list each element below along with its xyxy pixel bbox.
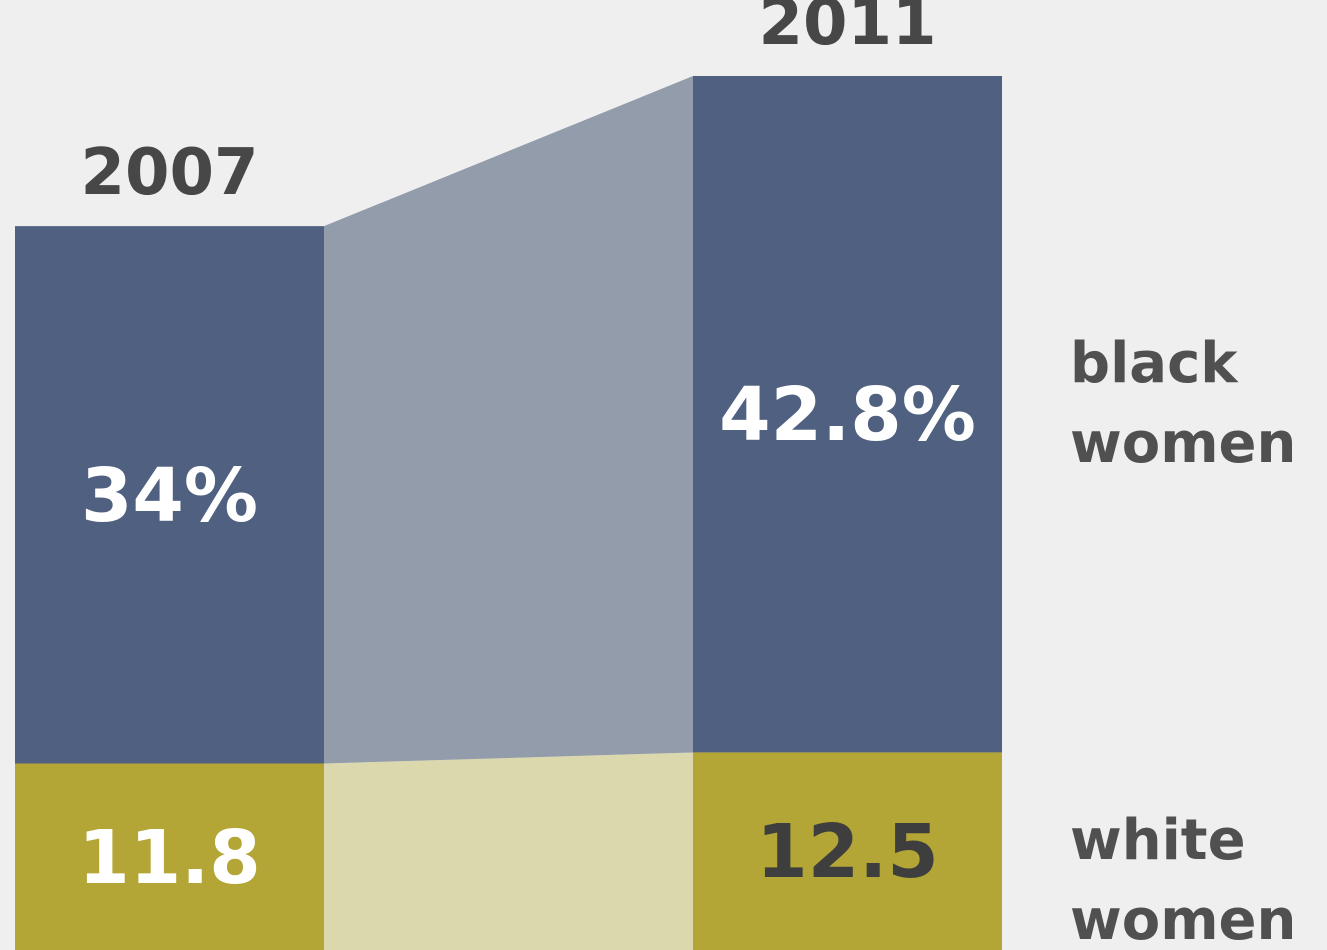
bar-black-women-2011 <box>693 76 1002 753</box>
bar-connectors <box>324 76 693 950</box>
bar-black-women-2007 <box>15 226 324 764</box>
legend-black-women-line-1: black <box>1070 331 1239 396</box>
connector-black-women <box>324 76 693 764</box>
bar-white-women-2011 <box>693 752 1002 950</box>
value-label-white-women-2007: 11.8 <box>78 815 261 901</box>
connector-white-women <box>324 752 693 950</box>
legend-white-women-line-1: white <box>1070 808 1246 873</box>
year-label-2007: 2007 <box>80 136 258 210</box>
value-label-white-women-2011: 12.5 <box>756 809 939 895</box>
legend: black women white women <box>1070 331 1296 950</box>
year-labels: 2007 2011 <box>80 0 936 210</box>
value-label-black-women-2011: 42.8% <box>719 372 976 458</box>
legend-white-women-line-2: women <box>1070 888 1296 950</box>
value-label-black-women-2007: 34% <box>81 453 258 539</box>
year-label-2011: 2011 <box>758 0 936 60</box>
value-labels: 34% 11.8 42.8% 12.5 <box>78 372 976 901</box>
bar-white-women-2007 <box>15 763 324 950</box>
bars <box>15 76 1002 950</box>
legend-black-women-line-2: women <box>1070 411 1296 476</box>
